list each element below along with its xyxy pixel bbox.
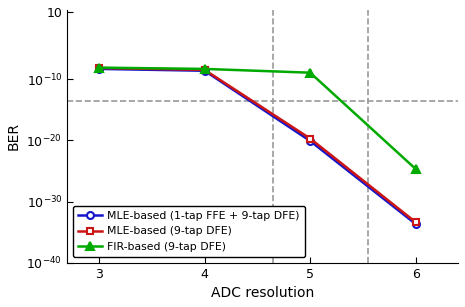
X-axis label: ADC resolution: ADC resolution — [211, 286, 314, 300]
FIR-based (9-tap DFE) — [202, 67, 207, 71]
FIR-based (9-tap DFE) — [96, 66, 102, 69]
MLE-based (1-tap FFE + 9-tap DFE) — [307, 139, 313, 143]
FIR-based (9-tap DFE) — [413, 167, 418, 171]
MLE-based (9-tap DFE) — [413, 220, 418, 224]
MLE-based (9-tap DFE) — [96, 66, 102, 70]
Line: MLE-based (9-tap DFE): MLE-based (9-tap DFE) — [95, 64, 419, 226]
Line: FIR-based (9-tap DFE): FIR-based (9-tap DFE) — [95, 64, 420, 173]
Y-axis label: BER: BER — [7, 122, 21, 150]
Line: MLE-based (1-tap FFE + 9-tap DFE): MLE-based (1-tap FFE + 9-tap DFE) — [95, 65, 419, 227]
MLE-based (1-tap FFE + 9-tap DFE) — [96, 67, 102, 71]
MLE-based (1-tap FFE + 9-tap DFE) — [202, 69, 207, 72]
MLE-based (9-tap DFE) — [202, 68, 207, 72]
MLE-based (1-tap FFE + 9-tap DFE) — [413, 222, 418, 226]
FIR-based (9-tap DFE) — [307, 71, 313, 75]
MLE-based (9-tap DFE) — [307, 137, 313, 140]
Legend: MLE-based (1-tap FFE + 9-tap DFE), MLE-based (9-tap DFE), FIR-based (9-tap DFE): MLE-based (1-tap FFE + 9-tap DFE), MLE-b… — [73, 206, 306, 257]
